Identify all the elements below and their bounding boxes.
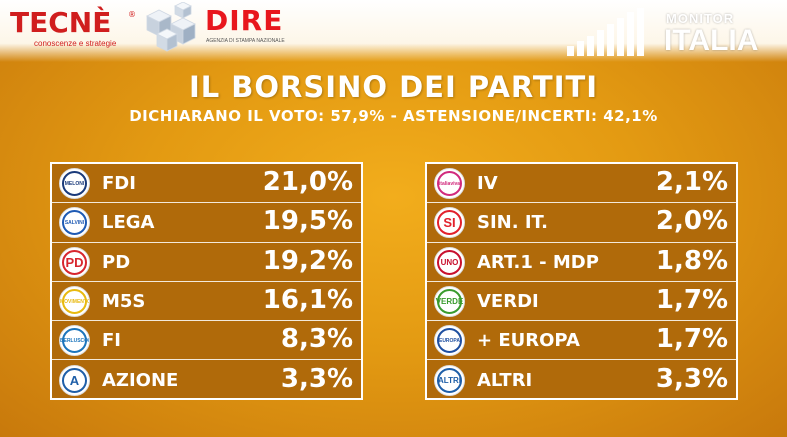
party-name: VERDI (477, 290, 539, 312)
party-logo-text: EUROPA (438, 338, 461, 345)
party-percentage: 1,7% (655, 324, 728, 355)
page-subtitle: DICHIARANO IL VOTO: 57,9% - ASTENSIONE/I… (129, 107, 658, 125)
page-title: IL BORSINO DEI PARTITI (188, 70, 599, 104)
italia-label: ITALIA (664, 24, 759, 57)
party-percentage: 2,0% (655, 206, 728, 237)
party-percentage: 3,3% (280, 363, 353, 394)
party-row: BERLUSCONI FI 8,3% (52, 321, 361, 361)
party-logo-text: italiaviva (438, 181, 461, 187)
monitor-bars-icon (567, 8, 644, 56)
party-logo-icon: italiaviva (434, 168, 465, 199)
party-logo-ring (62, 171, 87, 196)
party-table-left: MELONI FDI 21,0% SALVINI LEGA 19,5% PD PD 19,2% M… (50, 162, 363, 400)
party-logo-icon: PD (59, 246, 90, 278)
tecne-logo-text: TECNÈ (10, 6, 112, 39)
party-logo-ring (62, 367, 87, 393)
party-logo-icon: SI (434, 207, 465, 239)
party-name: FDI (102, 173, 136, 194)
party-logo-ring (62, 210, 87, 236)
party-name: PD (102, 251, 131, 273)
party-logo-text: ALTRI (438, 375, 461, 385)
party-logo-ring (437, 328, 462, 354)
party-logo-text: PD (65, 254, 84, 270)
tecne-logo: TECNÈ conoscenze e strategie ® (10, 6, 136, 50)
party-row: MELONI FDI 21,0% (52, 164, 361, 204)
party-name: + EUROPA (477, 330, 580, 352)
party-row: SALVINI LEGA 19,5% (52, 203, 361, 243)
tecne-tagline: conoscenze e strategie (34, 39, 117, 48)
cubes-logo-icon (146, 2, 196, 52)
party-percentage: 2,1% (655, 167, 728, 197)
party-row: A AZIONE 3,3% (52, 361, 361, 400)
party-logo-icon: MOVIMENTO (59, 285, 90, 317)
party-percentage: 8,3% (280, 324, 353, 355)
party-logo-ring (437, 171, 462, 196)
party-percentage: 19,5% (262, 206, 353, 237)
header-band (0, 0, 787, 62)
party-name: SIN. IT. (477, 212, 548, 234)
party-logo-text: MOVIMENTO (60, 298, 90, 305)
party-percentage: 21,0% (262, 167, 353, 197)
party-logo-ring (62, 249, 87, 275)
party-name: ART.1 - MDP (477, 251, 599, 273)
party-logo-text: BERLUSCONI (60, 338, 90, 345)
registered-mark-icon: ® (128, 10, 136, 19)
party-logo-text: VERDE (435, 296, 464, 306)
party-logo-icon: UNO (434, 246, 465, 278)
party-logo-text: MELONI (64, 181, 85, 187)
party-row: EUROPA + EUROPA 1,7% (427, 321, 736, 361)
party-logo-icon: ALTRI (434, 364, 465, 396)
party-logo-ring (62, 288, 87, 314)
dire-logo: DIRE (205, 4, 284, 37)
party-logo-icon: VERDE (434, 285, 465, 317)
party-logo-icon: A (59, 364, 90, 396)
party-name: ALTRI (477, 369, 533, 391)
party-row: ALTRI ALTRI 3,3% (427, 361, 736, 400)
party-row: MOVIMENTO M5S 16,1% (52, 282, 361, 322)
party-row: italiaviva IV 2,1% (427, 164, 736, 204)
party-row: UNO ART.1 - MDP 1,8% (427, 243, 736, 282)
party-logo-text: SI (443, 215, 456, 231)
party-name: IV (477, 173, 498, 194)
party-percentage: 1,8% (655, 245, 728, 276)
party-logo-ring (437, 249, 462, 275)
party-logo-icon: SALVINI (59, 207, 90, 239)
party-logo-ring (437, 210, 462, 236)
party-row: VERDE VERDI 1,7% (427, 282, 736, 322)
party-logo-icon: EUROPA (434, 325, 465, 357)
party-logo-ring (62, 328, 87, 354)
party-row: SI SIN. IT. 2,0% (427, 203, 736, 243)
party-percentage: 3,3% (655, 363, 728, 394)
party-table-right: italiaviva IV 2,1% SI SIN. IT. 2,0% UNO ART.1 -… (425, 162, 738, 400)
party-logo-ring (437, 367, 462, 393)
party-name: M5S (102, 290, 146, 312)
party-logo-ring (437, 288, 462, 314)
party-name: AZIONE (102, 369, 179, 391)
dire-tagline: AGENZIA DI STAMPA NAZIONALE (206, 38, 285, 44)
party-logo-text: UNO (440, 257, 459, 267)
party-percentage: 16,1% (262, 284, 353, 315)
party-logo-icon: MELONI (59, 168, 90, 199)
party-percentage: 19,2% (262, 245, 353, 276)
party-logo-icon: BERLUSCONI (59, 325, 90, 357)
party-row: PD PD 19,2% (52, 243, 361, 282)
party-percentage: 1,7% (655, 284, 728, 315)
party-logo-text: SALVINI (64, 220, 85, 227)
party-name: LEGA (102, 212, 155, 234)
party-logo-text: A (69, 372, 80, 388)
party-name: FI (102, 330, 121, 352)
monitor-label: MONITOR (666, 11, 735, 26)
